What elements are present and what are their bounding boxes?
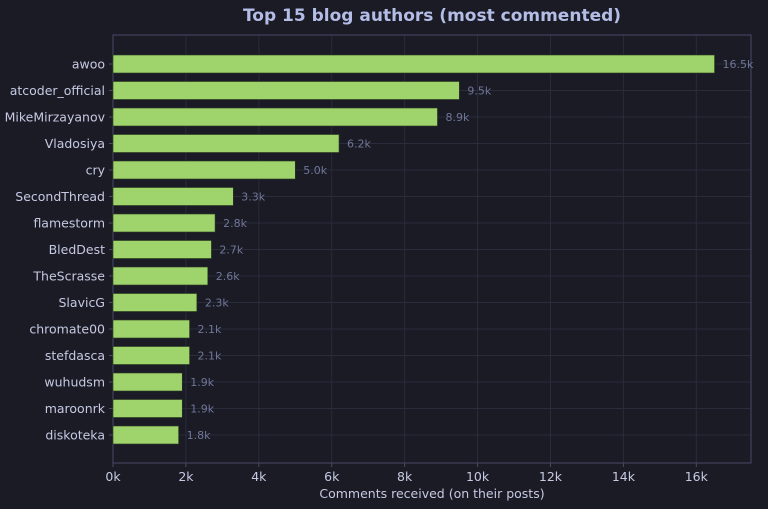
bar: [112, 134, 340, 153]
bar: [112, 81, 460, 100]
bar: [112, 346, 190, 365]
x-axis-label: Comments received (on their posts): [319, 486, 544, 501]
y-tick-label: chromate00: [29, 322, 105, 337]
value-label: 3.3k: [241, 191, 265, 204]
y-tick-label: cry: [86, 163, 106, 178]
y-tick-label: maroonrk: [45, 401, 106, 416]
x-tick-label: 6k: [324, 469, 340, 484]
value-label: 2.3k: [205, 297, 229, 310]
x-tick-label: 4k: [251, 469, 267, 484]
bar: [112, 213, 216, 233]
x-tick-label: 14k: [612, 469, 636, 484]
bar: [112, 266, 209, 286]
value-label: 1.9k: [190, 403, 214, 416]
value-label: 2.6k: [216, 270, 240, 283]
bars: [112, 54, 715, 445]
bar: [112, 425, 179, 445]
bar: [112, 372, 183, 392]
grid: [109, 35, 751, 467]
value-label: 2.1k: [198, 350, 222, 363]
y-tick-label: wuhudsm: [44, 375, 105, 390]
y-tick-label: diskoteka: [45, 428, 105, 443]
x-tick-label: 8k: [397, 469, 413, 484]
y-tick-label: awoo: [72, 57, 105, 72]
x-tick-label: 12k: [539, 469, 563, 484]
y-tick-label: SecondThread: [15, 189, 105, 204]
y-tick-label: atcoder_official: [10, 83, 105, 98]
bar: [112, 399, 183, 418]
value-label: 16.5k: [723, 58, 754, 71]
bar: [112, 54, 715, 74]
value-label: 1.9k: [190, 376, 214, 389]
y-tick-label: Vladosiya: [45, 136, 105, 151]
x-tick-labels: 0k 2k 4k 6k 8k 10k 12k 14k 16k: [105, 469, 708, 484]
value-label: 9.5k: [467, 85, 491, 98]
bar: [112, 107, 438, 127]
y-tick-label: stefdasca: [45, 348, 105, 363]
x-tick-label: 2k: [178, 469, 194, 484]
value-labels: 16.5k 9.5k 8.9k 6.2k 5.0k 3.3k 2.8k 2.7k 2.6k 2.3…: [187, 58, 754, 442]
value-label: 2.7k: [219, 244, 243, 257]
value-label: 5.0k: [303, 164, 327, 177]
x-tick-label: 10k: [466, 469, 490, 484]
bar: [112, 293, 198, 312]
bar: [112, 160, 296, 180]
chart-title: Top 15 blog authors (most commented): [243, 6, 621, 26]
value-label: 1.8k: [187, 429, 211, 442]
y-tick-label: MikeMirzayanov: [5, 110, 106, 125]
value-label: 2.8k: [223, 217, 247, 230]
x-tick-label: 0k: [105, 469, 121, 484]
bar: [112, 240, 212, 259]
value-label: 8.9k: [445, 111, 469, 124]
bar: [112, 319, 190, 339]
y-tick-label: flamestorm: [33, 216, 105, 231]
y-tick-label: SlavicG: [59, 295, 106, 310]
bar: [112, 187, 234, 206]
value-label: 2.1k: [198, 323, 222, 336]
y-tick-label: BledDest: [49, 242, 106, 257]
x-tick-label: 16k: [685, 469, 709, 484]
y-tick-label: TheScrasse: [32, 269, 105, 284]
value-label: 6.2k: [347, 138, 371, 151]
y-tick-labels: awoo atcoder_official MikeMirzayanov Vlados…: [5, 57, 106, 443]
